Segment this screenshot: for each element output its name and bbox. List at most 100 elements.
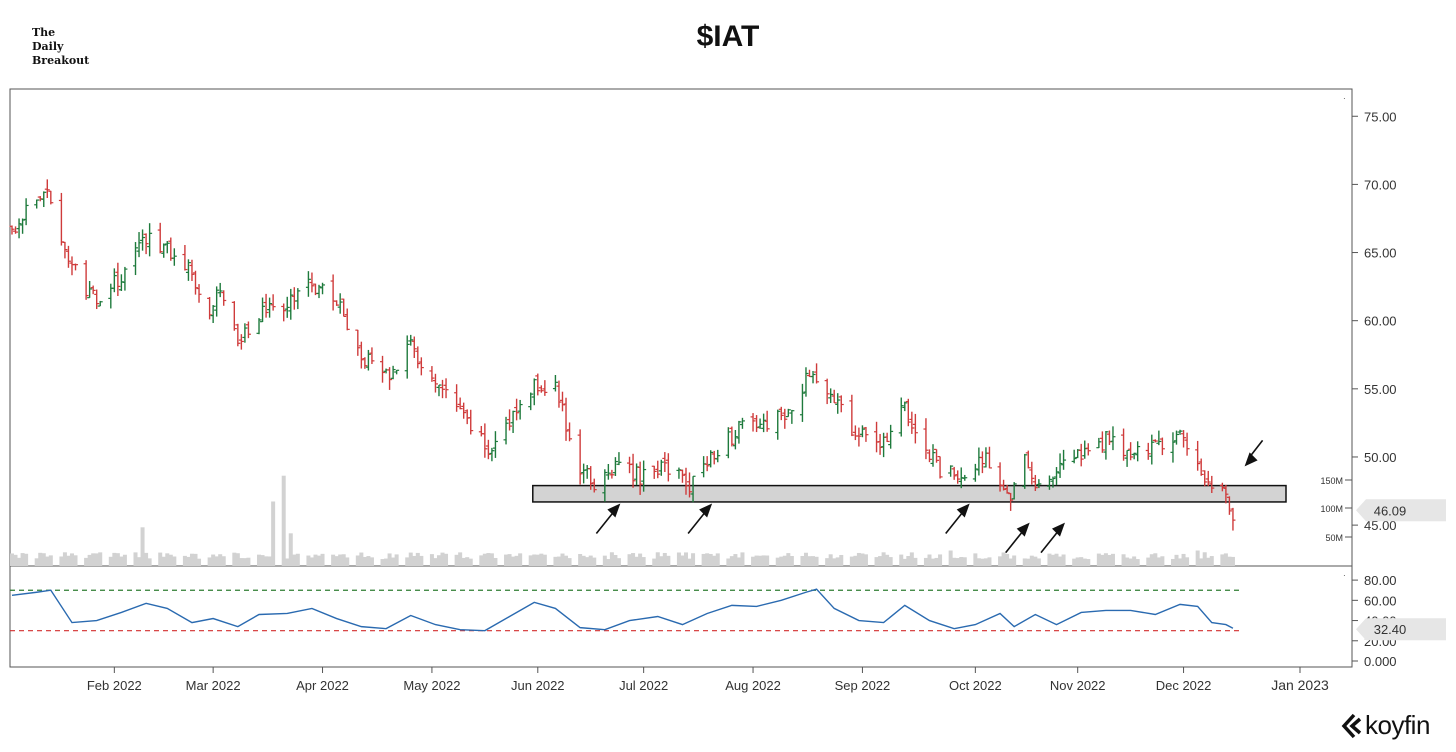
x-tick-label: Aug 2022 <box>725 678 781 693</box>
volume-bar <box>885 554 890 566</box>
volume-bar <box>998 556 1003 566</box>
volume-bar <box>1103 553 1108 566</box>
volume-bar <box>419 555 424 566</box>
volume-bar <box>962 557 967 566</box>
volume-bar <box>59 556 64 566</box>
koyfin-chevron-icon <box>1341 713 1362 738</box>
volume-bar <box>412 555 417 566</box>
volume-bar <box>1220 554 1225 566</box>
volume-bar <box>115 553 120 566</box>
volume-bar <box>1121 554 1126 566</box>
rsi-tick-label: 60.00 <box>1364 593 1397 608</box>
volume-bar <box>976 558 981 566</box>
volume-bar <box>1199 558 1204 566</box>
volume-bar <box>1223 553 1228 566</box>
volume-bar <box>112 552 117 566</box>
volume-bar <box>528 555 533 566</box>
volume-bar <box>257 554 262 566</box>
volume-bar <box>1132 556 1137 566</box>
volume-bar <box>133 552 138 566</box>
volume-bar <box>267 556 272 566</box>
volume-bar <box>1195 550 1200 566</box>
volume-bar <box>235 553 240 566</box>
volume-bar <box>1110 553 1115 566</box>
volume-bar <box>641 557 646 566</box>
volume-bar <box>835 557 840 566</box>
volume-bar <box>874 557 879 566</box>
volume-bar <box>567 558 572 566</box>
volume-bar <box>309 557 314 566</box>
rsi-value-label: 32.40 <box>1374 622 1407 637</box>
volume-bar <box>662 552 667 566</box>
y-tick-label: 75.00 <box>1364 109 1397 124</box>
volume-bar <box>811 556 816 566</box>
volume-bar <box>186 556 191 566</box>
volume-bar <box>214 556 219 566</box>
volume-bar <box>740 552 745 566</box>
koyfin-logo: koyfin <box>1340 710 1430 741</box>
volume-bar <box>165 553 170 566</box>
volume-bar <box>680 555 685 566</box>
volume-bar <box>705 553 710 566</box>
volume-bar <box>158 552 163 566</box>
volume-bar <box>482 553 487 566</box>
volume-bar <box>1125 557 1130 566</box>
y-tick-label: 65.00 <box>1364 246 1397 261</box>
volume-bar <box>987 557 992 566</box>
volume-bar <box>384 558 389 566</box>
volume-bar <box>726 558 731 566</box>
volume-bar <box>782 555 787 566</box>
x-tick-label: Jan 2023 <box>1271 677 1329 693</box>
volume-bar <box>122 554 127 566</box>
volume-bar <box>514 555 519 566</box>
volume-bar <box>34 558 39 566</box>
volume-bar <box>429 554 434 566</box>
volume-bar <box>13 554 18 566</box>
volume-bar <box>948 550 953 566</box>
volume-bar <box>182 555 187 566</box>
volume-bar <box>655 552 660 566</box>
volume-bar <box>10 553 14 566</box>
volume-bar <box>218 554 223 566</box>
volume-bar <box>242 558 247 566</box>
volume-bar <box>211 554 216 566</box>
volume-bar <box>465 557 470 566</box>
corner-dot: · <box>1343 94 1346 103</box>
volume-bar <box>902 558 907 566</box>
volume-bar <box>814 556 819 566</box>
volume-bar <box>1230 556 1235 566</box>
volume-bar <box>980 558 985 566</box>
volume-bar <box>1153 553 1158 566</box>
volume-bar <box>888 557 893 566</box>
volume-bar <box>708 553 713 566</box>
rsi-tick-label: 0.000 <box>1364 654 1397 669</box>
volume-bar <box>1146 557 1151 566</box>
volume-bar <box>1185 557 1190 566</box>
volume-bar <box>849 556 854 566</box>
volume-bar <box>1022 558 1027 566</box>
volume-bar <box>666 555 671 566</box>
volume-bar <box>108 556 113 566</box>
volume-bar <box>66 555 71 566</box>
x-tick-label: May 2022 <box>403 678 460 693</box>
volume-bar <box>260 555 265 566</box>
volume-bar <box>189 553 194 566</box>
volume-tick-label: 100M <box>1320 504 1343 514</box>
volume-bar <box>1209 556 1214 566</box>
volume-bar <box>137 557 142 566</box>
volume-bar <box>341 554 346 566</box>
volume-bar <box>959 557 964 566</box>
volume-bar <box>701 553 706 566</box>
volume-bar <box>317 555 322 566</box>
volume-bar <box>207 557 212 566</box>
support-zone <box>532 484 1287 503</box>
volume-bar <box>405 557 410 566</box>
volume-bar <box>1033 556 1038 566</box>
volume-bar <box>1100 554 1105 566</box>
arrow-line <box>1040 532 1058 554</box>
volume-bar <box>736 557 741 566</box>
x-tick-label: Nov 2022 <box>1050 678 1106 693</box>
arrow-line <box>1005 532 1023 554</box>
volume-bar <box>1160 556 1165 566</box>
